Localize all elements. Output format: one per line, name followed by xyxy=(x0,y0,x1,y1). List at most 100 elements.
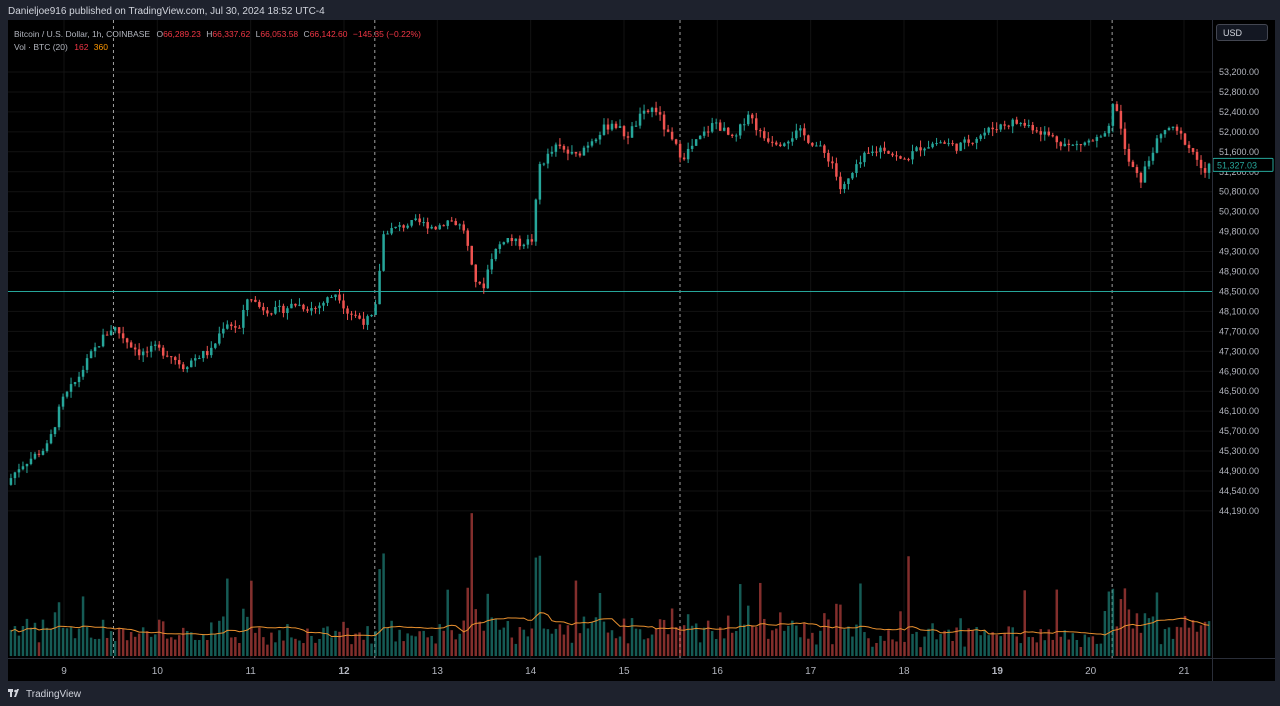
currency-button[interactable]: USD xyxy=(1216,24,1268,41)
candle-body xyxy=(1011,119,1014,127)
volume-bar xyxy=(1171,638,1175,656)
volume-bar xyxy=(646,638,650,656)
volume-bar xyxy=(767,638,770,656)
price-tick-label: 47,300.00 xyxy=(1219,346,1259,356)
candle-body xyxy=(113,327,117,331)
volume-bar xyxy=(1063,630,1067,656)
candle-body xyxy=(1083,142,1087,145)
candle-body xyxy=(29,458,33,464)
candle-body xyxy=(262,306,265,311)
volume-bar xyxy=(674,627,678,656)
candle-body xyxy=(17,469,21,473)
volume-bar xyxy=(1003,633,1006,656)
volume-bar xyxy=(105,637,109,656)
candle-body xyxy=(899,156,902,159)
volume-bar xyxy=(173,639,177,656)
candle-body xyxy=(1099,136,1103,138)
candle-body xyxy=(266,310,269,314)
volume-bar xyxy=(911,633,914,656)
candle-body xyxy=(137,349,141,356)
price-tick-label: 52,800.00 xyxy=(1219,87,1259,97)
candle-body xyxy=(767,138,770,142)
candle-body xyxy=(763,131,766,139)
candle-body xyxy=(514,238,518,242)
price-axis[interactable]: 53,200.00 52,800.00 52,400.00 52,000.00 51,6… xyxy=(1212,20,1275,658)
candle-body xyxy=(586,145,590,148)
volume-bar xyxy=(194,639,197,656)
candle-body xyxy=(442,225,445,227)
candle-body xyxy=(522,244,526,247)
candle-body xyxy=(875,151,878,153)
publish-caption: Danieljoe916 published on TradingView.co… xyxy=(8,6,325,17)
price-tick-label: 45,700.00 xyxy=(1219,426,1259,436)
candle-body xyxy=(450,220,453,222)
candle-body xyxy=(161,347,165,356)
volume-bar xyxy=(306,628,309,656)
volume-bar xyxy=(342,621,345,656)
chart-plot-area[interactable] xyxy=(8,20,1212,658)
candle-body xyxy=(438,225,441,230)
volume-bar xyxy=(947,629,950,656)
candle-body xyxy=(446,220,449,226)
volume-bar xyxy=(330,637,333,656)
candle-body xyxy=(807,135,810,143)
volume-bar xyxy=(398,629,401,656)
candle-body xyxy=(955,143,958,151)
price-axis-svg: 53,200.00 52,800.00 52,400.00 52,000.00 51,6… xyxy=(1212,67,1274,516)
volume-bar xyxy=(1119,599,1123,656)
footer-brand-label: TradingView xyxy=(26,688,82,700)
candle-body xyxy=(1107,125,1111,134)
candle-body xyxy=(1191,148,1195,152)
volume-bar xyxy=(1015,636,1018,656)
candle-body xyxy=(258,301,261,307)
volume-bar xyxy=(113,640,117,656)
candle-body xyxy=(510,237,514,242)
candle-body xyxy=(823,145,826,153)
volume-bar xyxy=(53,612,57,656)
candle-body xyxy=(706,131,710,133)
volume-bar xyxy=(534,557,538,656)
volume-bar xyxy=(206,640,209,656)
time-tick-label: 16 xyxy=(712,666,724,677)
volume-bar xyxy=(779,612,782,656)
candle-body xyxy=(302,304,305,310)
volume-bar xyxy=(1143,613,1147,656)
candle-body xyxy=(1167,127,1171,131)
candle-body xyxy=(410,220,413,226)
volume-bar xyxy=(1039,629,1043,656)
candle-body xyxy=(206,351,209,356)
volume-bar xyxy=(33,622,37,656)
volume-bar xyxy=(927,628,930,656)
volume-bar xyxy=(1091,636,1095,656)
volume-bar xyxy=(41,619,45,656)
volume-bar xyxy=(1135,613,1139,656)
candle-body xyxy=(398,225,401,227)
legend-high-value: 66,337.62 xyxy=(212,29,251,39)
candle-body xyxy=(218,333,221,344)
candle-body xyxy=(686,148,690,160)
volume-bar xyxy=(350,644,353,656)
legend-open-value: 66,289.23 xyxy=(163,29,201,39)
volume-bar xyxy=(266,644,269,656)
candle-body xyxy=(602,124,606,135)
volume-bar xyxy=(626,643,630,656)
candle-body xyxy=(891,153,894,156)
time-tick-label: 17 xyxy=(805,666,817,677)
volume-bar xyxy=(446,589,449,656)
volume-bar xyxy=(811,632,814,656)
chart-svg[interactable] xyxy=(8,20,1212,658)
candle-body xyxy=(506,237,510,243)
candle-body xyxy=(165,355,169,357)
volume-bar xyxy=(971,630,974,656)
time-axis[interactable]: 9 10 11 12 13 14 15 16 17 18 19 20 21 xyxy=(8,658,1212,681)
volume-bar xyxy=(939,634,942,656)
volume-bar xyxy=(198,640,201,656)
candle-body xyxy=(871,151,874,153)
candle-body xyxy=(338,294,341,301)
volume-bar xyxy=(422,630,425,656)
volume-bar xyxy=(29,627,33,656)
candle-body xyxy=(594,139,598,142)
volume-bar xyxy=(1139,632,1143,656)
volume-bar xyxy=(181,627,185,656)
candle-body xyxy=(1207,163,1211,173)
